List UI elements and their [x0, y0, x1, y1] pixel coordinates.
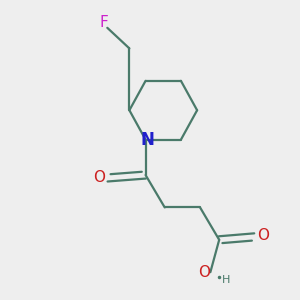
Text: O: O [198, 265, 210, 280]
Text: O: O [93, 170, 105, 185]
Text: H: H [222, 275, 231, 285]
Text: F: F [99, 15, 108, 30]
Text: N: N [140, 131, 154, 149]
Text: O: O [257, 228, 269, 243]
